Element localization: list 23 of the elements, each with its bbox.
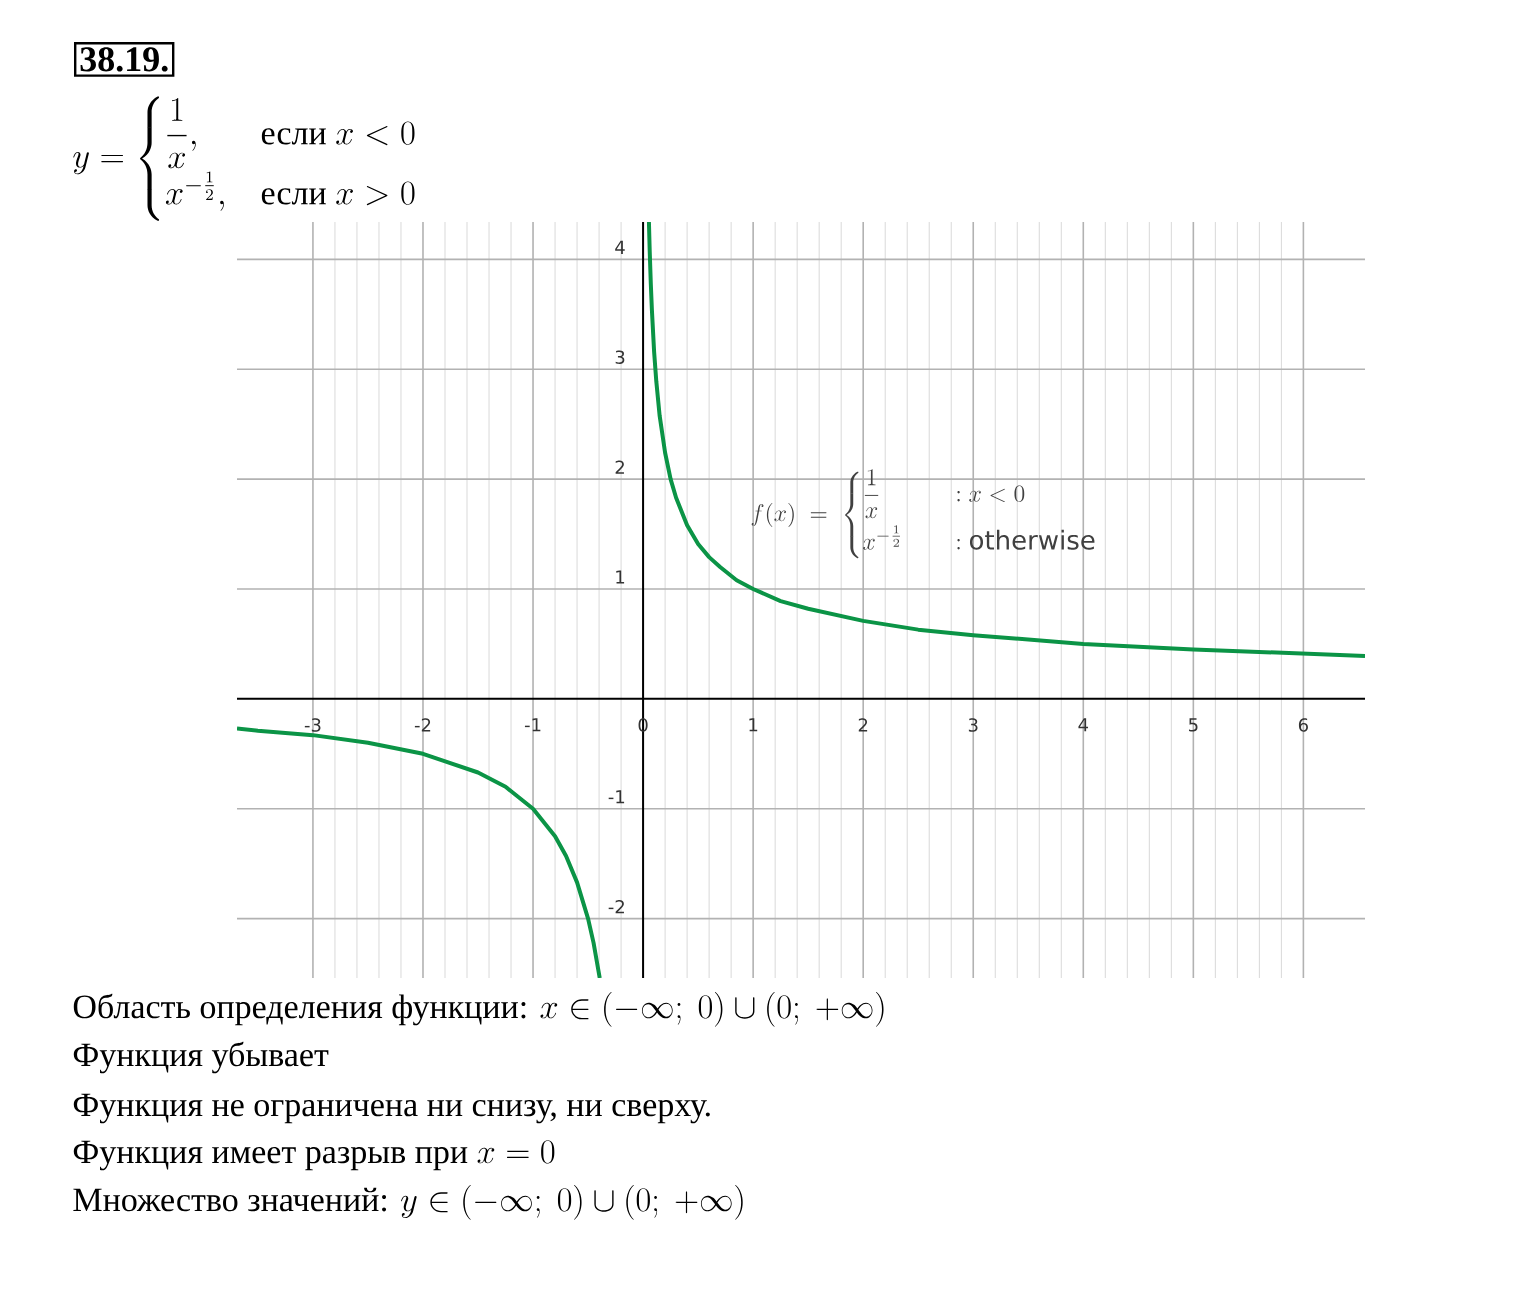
x-tick-label: 3 — [968, 718, 978, 732]
x-tick-label: 1 — [749, 718, 758, 732]
y-tick-label: 2 — [615, 460, 624, 474]
x-tick-label: 6 — [1298, 718, 1308, 732]
x-tick-label: 4 — [1078, 718, 1089, 732]
y-tick-label: 4 — [615, 240, 625, 254]
text: $\text{Множество значений: } y\in(-\infty;\ 0)\cup(0;\ +\infty)$ — [73, 1185, 743, 1220]
text: $\text{Функция имеет разрыв при } x=0$ — [73, 1140, 555, 1171]
chart-title: 38.19. — [80, 47, 168, 72]
text: $\text{Область определения функции: } x\in(-\infty;\ 0)\cup(0;\ +\infty)$ — [73, 992, 884, 1027]
text: $\text{Функция убывает}$ — [73, 1041, 329, 1074]
x-tick-label: -1 — [524, 718, 541, 732]
y-tick-label: -2 — [608, 899, 624, 914]
x-tick-label: -2 — [414, 718, 431, 732]
x-tick-label: 5 — [1188, 718, 1198, 732]
chart-subtitle: $y=\begin{cases}\dfrac{1}{x}, & \text{если } x<0\\[6pt] x^{-\frac{1}{2}}, & \text{если } x>0\end{cases}$ — [73, 96, 415, 221]
annotation: $f(x)\;=\;\begin{cases}\dfrac{1}{x} & \quad : x<0\\[6pt] x^{-\frac{1}{2}} & \quad : \text{otherwise}\end{cases}$ — [751, 469, 1095, 559]
x-tick-label: -3 — [304, 718, 321, 732]
x-tick-label: 2 — [858, 718, 868, 732]
y-tick-label: 3 — [615, 350, 625, 365]
text: $\text{Функция не ограничена ни снизу, ни сверху.}$ — [73, 1093, 710, 1124]
y-tick-label: 1 — [616, 570, 625, 584]
y-tick-label: -1 — [608, 790, 625, 804]
